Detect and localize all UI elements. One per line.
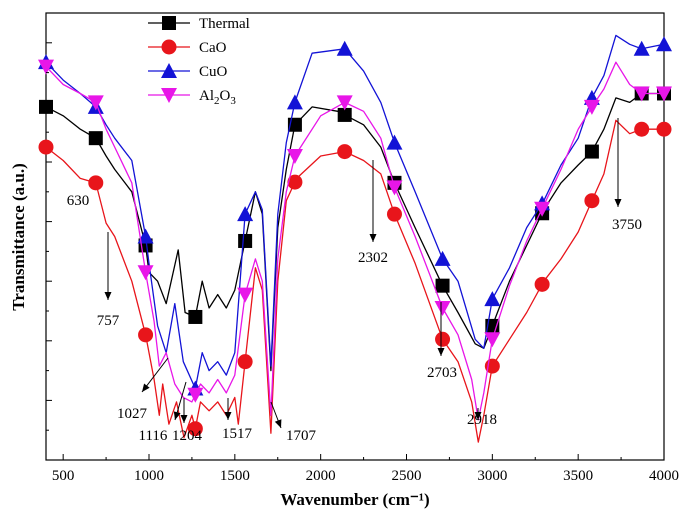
- x-tick-label: 1000: [134, 468, 164, 484]
- data-point: [237, 287, 254, 303]
- data-point: [434, 250, 451, 266]
- data-point: [656, 86, 672, 102]
- series-layer: [38, 34, 672, 443]
- annotation-arrowhead: [104, 292, 112, 300]
- data-point: [286, 149, 303, 165]
- data-point: [187, 387, 204, 403]
- data-point: [337, 144, 353, 160]
- x-tick-label: 1500: [220, 468, 250, 484]
- y-axis-label: Transmittance (a.u.): [9, 163, 28, 310]
- data-point: [88, 131, 103, 146]
- data-point: [583, 99, 600, 115]
- x-tick-label: 2500: [392, 468, 422, 484]
- legend-marker: [161, 39, 177, 55]
- series-line: [45, 119, 664, 443]
- series-triangle-down: [38, 59, 672, 421]
- data-point: [287, 174, 303, 190]
- data-point: [238, 233, 253, 248]
- data-point: [38, 59, 54, 75]
- annotation-label: 630: [67, 193, 90, 209]
- annotation-arrowhead: [224, 412, 232, 420]
- data-point: [656, 121, 672, 137]
- data-point: [484, 332, 501, 348]
- plot-frame: [45, 12, 665, 461]
- x-tick-label: 500: [52, 468, 75, 484]
- annotation-arrowhead: [614, 199, 622, 207]
- annotation-label: 1707: [286, 428, 317, 444]
- annotation-arrowhead: [274, 419, 282, 428]
- series-line: [45, 92, 664, 372]
- annotation-arrowhead: [142, 383, 150, 392]
- data-point: [138, 327, 154, 343]
- legend-marker: [161, 63, 177, 78]
- annotation-label: 1027: [117, 406, 148, 422]
- x-axis-label: Wavenumber (cm⁻¹): [280, 490, 429, 509]
- x-tick-label: 3500: [563, 468, 593, 484]
- annotation-arrowhead: [369, 234, 377, 242]
- data-point: [38, 139, 54, 155]
- x-tick-label: 3000: [477, 468, 507, 484]
- annotation-label: 2918: [467, 412, 497, 428]
- data-point: [435, 331, 451, 347]
- data-point: [137, 265, 154, 281]
- annotations: 630 757 1027 1116 1204 1517 1707 2302 2703 2918 37…: [67, 118, 642, 444]
- legend-marker: [162, 16, 176, 30]
- data-point: [656, 36, 672, 52]
- annotation-label: 2302: [358, 250, 388, 266]
- data-point: [237, 206, 254, 222]
- data-point: [237, 354, 253, 370]
- x-tick-label: 2000: [306, 468, 336, 484]
- series-line: [45, 34, 665, 390]
- data-point: [188, 309, 203, 324]
- legend: Thermal CaO CuO Al2O3: [148, 16, 250, 107]
- legend-label: CaO: [199, 40, 227, 56]
- annotation-label: 3750: [612, 217, 642, 233]
- data-point: [337, 107, 352, 122]
- data-point: [584, 193, 600, 209]
- y-axis-ticks: [46, 42, 52, 431]
- data-point: [336, 40, 353, 56]
- data-point: [484, 291, 501, 307]
- x-axis-ticks: 500 1000 1500 2000 2500 3000 3500 4000: [52, 454, 679, 484]
- data-point: [633, 86, 650, 102]
- data-point: [87, 95, 104, 111]
- annotation-label: 1517: [222, 426, 253, 442]
- annotation-arrowhead: [474, 412, 482, 420]
- data-point: [435, 278, 450, 293]
- data-point: [434, 301, 451, 317]
- data-point: [386, 134, 403, 150]
- annotation-arrowhead: [180, 415, 188, 423]
- data-point: [88, 175, 104, 191]
- annotation-label: 1116: [139, 428, 168, 444]
- annotation-arrowhead: [173, 411, 181, 420]
- x-tick-label: 4000: [649, 468, 679, 484]
- data-point: [39, 99, 53, 114]
- annotation-label: 757: [97, 313, 120, 329]
- annotation-label: 1204: [172, 428, 203, 444]
- annotation-label: 2703: [427, 365, 457, 381]
- legend-label: Thermal: [199, 16, 250, 32]
- data-point: [634, 121, 650, 137]
- data-point: [187, 421, 203, 437]
- data-point: [534, 276, 550, 292]
- data-point: [534, 201, 551, 217]
- legend-marker: [161, 88, 177, 103]
- data-point: [584, 144, 599, 159]
- series-square: [39, 86, 671, 372]
- series-circle: [38, 119, 672, 443]
- legend-label: Al2O3: [199, 88, 236, 107]
- data-point: [633, 40, 650, 56]
- data-point: [386, 206, 402, 222]
- data-point: [336, 95, 353, 111]
- data-point: [137, 228, 154, 244]
- series-triangle-up: [38, 34, 672, 396]
- annotation-arrowhead: [437, 348, 445, 356]
- data-point: [386, 180, 403, 196]
- data-point: [286, 94, 303, 110]
- legend-label: CuO: [199, 64, 228, 80]
